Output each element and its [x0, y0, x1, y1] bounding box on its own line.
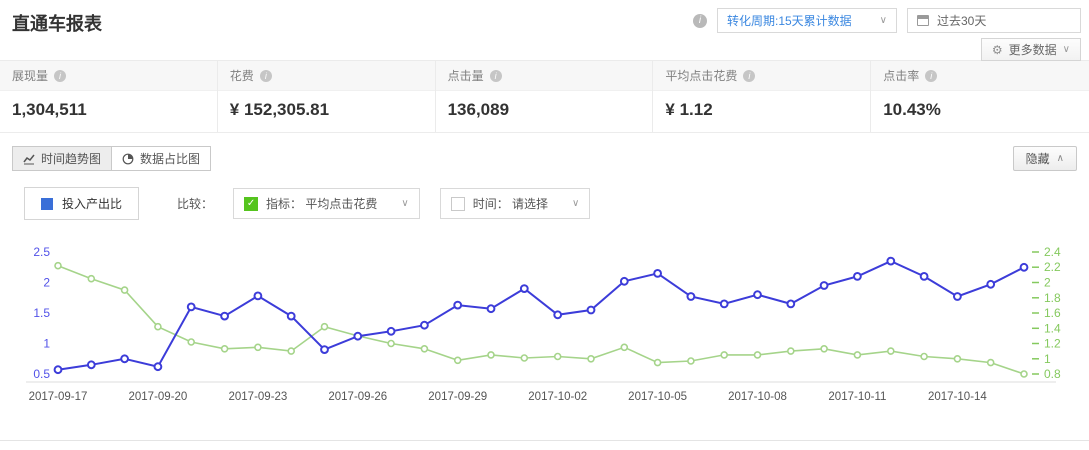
series-color-swatch: [41, 197, 53, 210]
metric-label-row: 平均点击花费 i: [653, 60, 871, 91]
svg-text:1.5: 1.5: [33, 306, 50, 320]
svg-text:2017-09-23: 2017-09-23: [228, 391, 287, 403]
metric-label: 展现量: [12, 69, 49, 83]
time-compare-label: 时间： 请选择: [472, 197, 549, 211]
svg-text:2: 2: [43, 276, 50, 290]
chevron-down-icon: ∨: [879, 15, 887, 26]
line-chart-icon: [23, 154, 35, 164]
svg-text:2.2: 2.2: [1044, 260, 1061, 274]
metric-impressions: 展现量 i 1,304,511: [0, 60, 218, 132]
tab-label: 时间趋势图: [41, 152, 102, 166]
svg-text:2017-09-20: 2017-09-20: [128, 391, 187, 403]
metric-value: ¥ 1.12: [665, 100, 713, 119]
svg-text:2017-10-14: 2017-10-14: [928, 391, 987, 403]
metric-label-row: 花费 i: [217, 60, 435, 91]
svg-text:1.2: 1.2: [1044, 337, 1061, 351]
chevron-down-icon: ∨: [572, 198, 580, 209]
svg-text:1: 1: [1044, 352, 1051, 366]
tab-label: 数据占比图: [140, 152, 201, 166]
svg-text:2017-09-17: 2017-09-17: [29, 391, 88, 403]
gear-icon: ⚙: [991, 42, 1003, 57]
metric-label: 平均点击花费: [665, 69, 738, 83]
metric-label: 点击量: [447, 69, 484, 83]
date-range-select[interactable]: 过去30天: [907, 8, 1081, 33]
metrics-summary: 展现量 i 1,304,511 花费 i ¥ 152,305.81 点击量 i …: [0, 60, 1089, 133]
chevron-down-icon: ∨: [1062, 44, 1070, 55]
svg-text:2017-09-29: 2017-09-29: [428, 391, 487, 403]
svg-text:2017-10-05: 2017-10-05: [628, 391, 687, 403]
svg-text:1: 1: [43, 337, 50, 351]
info-icon[interactable]: i: [259, 69, 272, 82]
svg-text:2017-09-26: 2017-09-26: [328, 391, 387, 403]
svg-text:2: 2: [1044, 276, 1051, 290]
section-divider: [0, 440, 1089, 441]
compare-label: 比较：: [177, 197, 214, 211]
metric-label: 点击率: [883, 69, 920, 83]
metric-label-row: 点击率 i: [871, 60, 1089, 91]
more-data-button[interactable]: ⚙ 更多数据 ∨: [980, 38, 1081, 61]
chevron-down-icon: ∨: [401, 198, 409, 209]
metric-value: ¥ 152,305.81: [229, 100, 330, 119]
series-label: 投入产出比: [62, 197, 123, 211]
pie-chart-icon: [122, 153, 134, 164]
info-icon[interactable]: i: [489, 69, 502, 82]
metric-ctr: 点击率 i 10.43%: [871, 60, 1089, 132]
info-icon[interactable]: i: [54, 69, 67, 82]
hide-label: 隐藏: [1025, 152, 1050, 166]
svg-text:2.4: 2.4: [1044, 245, 1061, 259]
metric-label: 花费: [229, 69, 254, 83]
svg-text:2017-10-08: 2017-10-08: [728, 391, 787, 403]
info-icon[interactable]: i: [743, 69, 756, 82]
metric-compare-label: 指标： 平均点击花费: [266, 197, 378, 211]
metric-clicks: 点击量 i 136,089: [435, 60, 654, 132]
metric-value: 10.43%: [883, 100, 941, 119]
svg-text:2017-10-02: 2017-10-02: [528, 391, 587, 403]
metric-value: 136,089: [447, 100, 510, 119]
trend-panel: 时间趋势图 数据占比图 隐藏 ∧ 投入产出比 比较： ✓ 指标： 平均点击花费 …: [12, 146, 1077, 408]
conversion-period-select[interactable]: 转化周期:15天累计数据 ∨: [717, 8, 897, 33]
svg-text:0.5: 0.5: [33, 367, 50, 381]
report-header: 直通车报表 i 转化周期:15天累计数据 ∨ 过去30天 ⚙ 更多数据 ∨: [0, 0, 1089, 61]
tab-data-proportion[interactable]: 数据占比图: [111, 146, 212, 171]
checkbox-unchecked-icon[interactable]: [450, 196, 465, 211]
chart-tabs-row: 时间趋势图 数据占比图 隐藏 ∧: [12, 146, 1077, 171]
calendar-icon: [917, 15, 929, 26]
more-data-wrap: ⚙ 更多数据 ∨: [980, 38, 1081, 61]
chart-controls-row: 投入产出比 比较： ✓ 指标： 平均点击花费 ∨ 时间： 请选择 ∨: [12, 187, 1077, 220]
svg-text:0.8: 0.8: [1044, 367, 1061, 381]
metric-value: 1,304,511: [12, 100, 87, 119]
metric-avg-cpc: 平均点击花费 i ¥ 1.12: [653, 60, 872, 132]
trend-line-chart: 0.511.522.50.811.21.41.61.822.22.42017-0…: [26, 245, 1061, 403]
header-controls: i 转化周期:15天累计数据 ∨ 过去30天: [693, 8, 1081, 33]
hide-button[interactable]: 隐藏 ∧: [1012, 146, 1077, 171]
info-icon[interactable]: i: [925, 69, 938, 82]
metric-compare-select[interactable]: ✓ 指标： 平均点击花费 ∨: [233, 188, 420, 219]
metric-label-row: 点击量 i: [435, 60, 653, 91]
metric-label-row: 展现量 i: [0, 60, 217, 91]
svg-text:1.6: 1.6: [1044, 306, 1061, 320]
metric-spend: 花费 i ¥ 152,305.81: [217, 60, 436, 132]
time-compare-select[interactable]: 时间： 请选择 ∨: [439, 188, 591, 219]
caret-up-icon: ∧: [1056, 153, 1064, 164]
svg-text:2.5: 2.5: [33, 245, 50, 259]
page-title: 直通车报表: [12, 14, 102, 34]
series-selector-roi[interactable]: 投入产出比: [24, 187, 140, 220]
info-icon[interactable]: i: [693, 13, 707, 28]
tab-time-trend[interactable]: 时间趋势图: [12, 146, 113, 171]
svg-text:2017-10-11: 2017-10-11: [828, 391, 886, 403]
checkbox-checked-icon[interactable]: ✓: [244, 196, 259, 211]
svg-text:1.8: 1.8: [1044, 291, 1061, 305]
svg-text:1.4: 1.4: [1044, 321, 1061, 335]
conversion-period-label: 转化周期:15天累计数据: [727, 14, 852, 28]
date-range-label: 过去30天: [937, 14, 987, 28]
more-data-label: 更多数据: [1008, 43, 1057, 57]
